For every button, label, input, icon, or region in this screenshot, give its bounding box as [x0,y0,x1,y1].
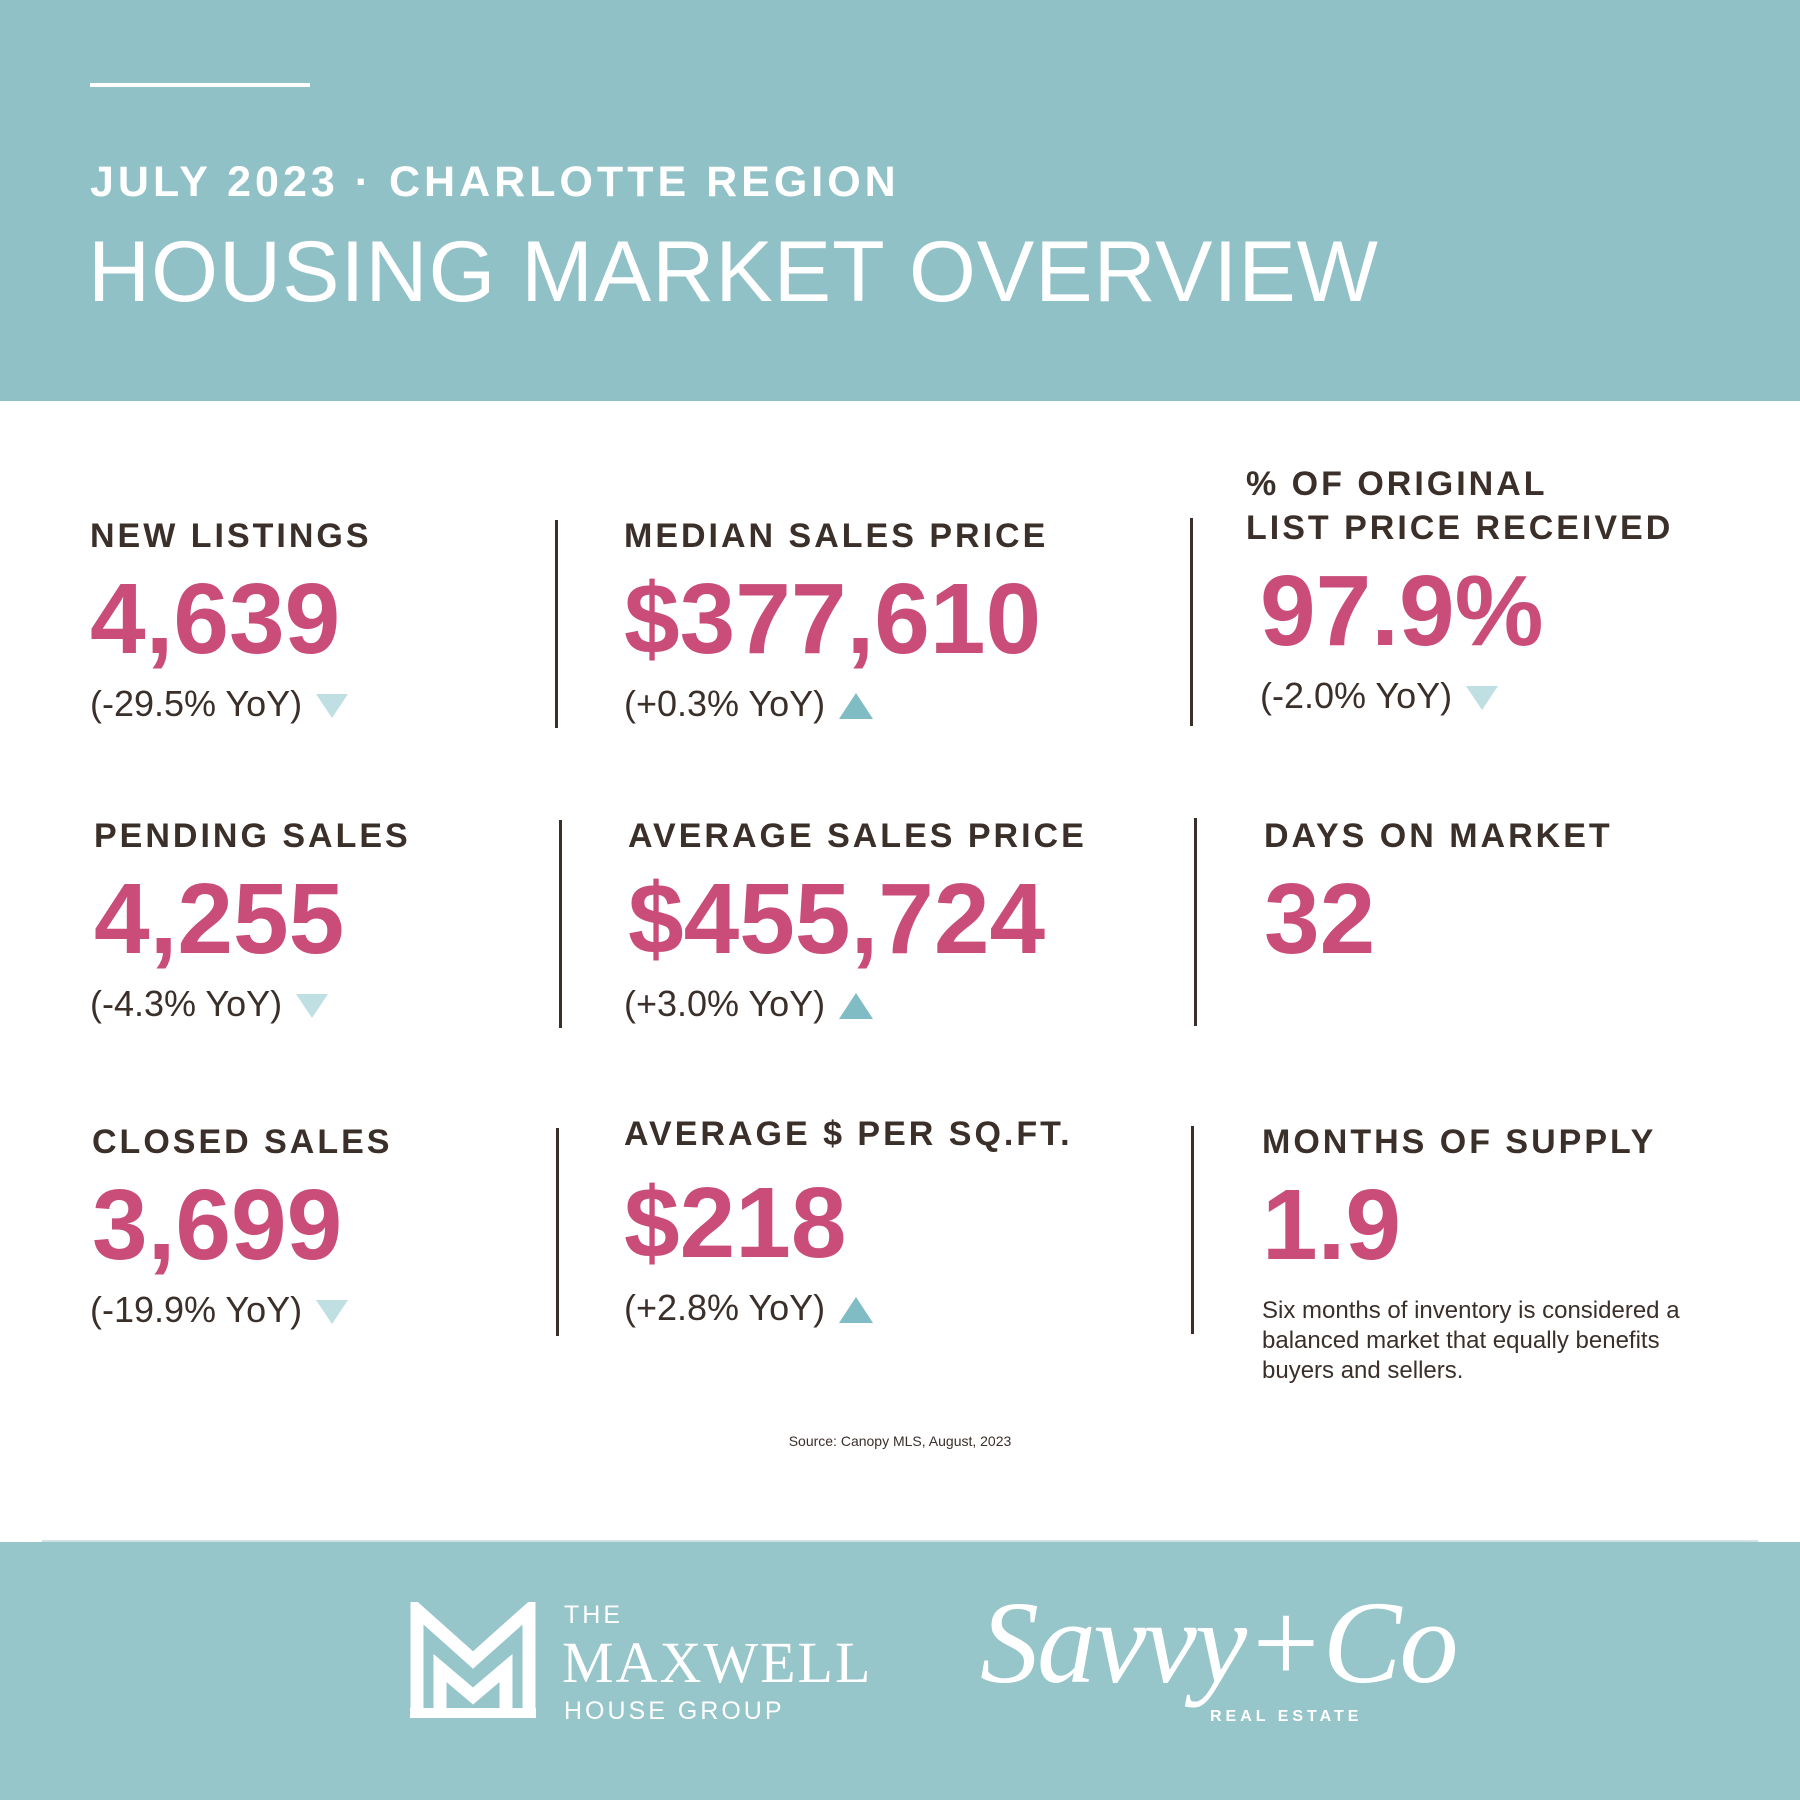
triangle-up-icon [839,693,874,720]
stat-label: AVERAGE $ PER SQ.FT. [624,1115,1073,1153]
triangle-down-icon [316,694,349,719]
savvy-co-logo: Savvy+Co [980,1577,1458,1708]
column-divider [1190,518,1193,726]
stat-label-line2: LIST PRICE RECEIVED [1246,509,1674,547]
column-divider [559,820,562,1028]
stat-change-text: (-29.5% YoY) [90,683,303,724]
stat-change: (+0.3% YoY) [624,682,1048,726]
stat-days-on-market: DAYS ON MARKET 32 [1264,814,1613,974]
stat-label: DAYS ON MARKET [1264,817,1613,855]
stat-label: PENDING SALES [94,817,411,855]
maxwell-the: THE [564,1601,623,1629]
stat-pending-sales: PENDING SALES 4,255 (-4.3% YoY) [90,814,411,1026]
stat-change: (+2.8% YoY) [624,1286,1073,1330]
stat-original-list-price-received: % OF ORIGINAL LIST PRICE RECEIVED 97.9% … [1246,462,1673,718]
savvy-co-subtitle: REAL ESTATE [1210,1708,1363,1725]
column-divider [555,520,558,728]
stat-value: 32 [1264,863,1376,975]
stat-label-line1: % OF ORIGINAL [1246,465,1548,503]
stat-change-text: (-19.9% YoY) [90,1289,303,1330]
footer-rule [42,1540,1758,1542]
stat-label: MEDIAN SALES PRICE [624,517,1049,555]
triangle-down-icon [1466,686,1499,711]
stat-change-text: (-2.0% YoY) [1260,675,1453,716]
stat-change-text: (+3.0% YoY) [624,983,826,1024]
stat-label: CLOSED SALES [92,1123,393,1161]
stat-value: 1.9 [1262,1169,1402,1281]
stat-label: MONTHS OF SUPPLY [1262,1123,1657,1161]
stat-note: Six months of inventory is considered a … [1262,1297,1680,1384]
stat-value: $377,610 [624,563,1042,675]
stat-median-sales-price: MEDIAN SALES PRICE $377,610 (+0.3% YoY) [624,514,1048,726]
header-banner [0,0,1800,401]
stat-new-listings: NEW LISTINGS 4,639 (-29.5% YoY) [90,514,372,726]
column-divider [556,1128,559,1336]
stat-months-of-supply: MONTHS OF SUPPLY 1.9 Six months of inven… [1262,1120,1702,1386]
stat-value: $455,724 [628,863,1046,975]
stat-value: 4,255 [94,863,345,975]
triangle-up-icon [839,1297,874,1324]
stat-change: (-2.0% YoY) [1260,674,1673,718]
stat-average-sales-price: AVERAGE SALES PRICE $455,724 (+3.0% YoY) [624,814,1087,1026]
stat-value: 4,639 [90,563,341,675]
source-caption: Source: Canopy MLS, August, 2023 [788,1433,1012,1449]
maxwell-house-logo-icon [410,1602,536,1718]
triangle-down-icon [316,1300,349,1325]
stat-change: (-19.9% YoY) [90,1288,392,1332]
column-divider [1191,1126,1194,1334]
stat-label: AVERAGE SALES PRICE [628,817,1087,855]
maxwell-subtitle: HOUSE GROUP [564,1697,785,1725]
stat-change-text: (-4.3% YoY) [90,983,283,1024]
stat-average-price-per-sqft: AVERAGE $ PER SQ.FT. $218 (+2.8% YoY) [624,1112,1073,1330]
column-divider [1194,818,1197,1026]
stat-value: 97.9% [1260,555,1544,667]
stat-change-text: (+0.3% YoY) [624,683,826,724]
stat-change-text: (+2.8% YoY) [624,1287,826,1328]
stat-value: 3,699 [92,1169,343,1281]
report-title: HOUSING MARKET OVERVIEW [88,224,1379,320]
report-subtitle: JULY 2023 · CHARLOTTE REGION [90,158,900,206]
footer-banner [0,1542,1800,1800]
triangle-down-icon [296,994,329,1019]
triangle-up-icon [839,993,874,1020]
stat-closed-sales: CLOSED SALES 3,699 (-19.9% YoY) [90,1120,393,1332]
stat-label: NEW LISTINGS [90,517,372,555]
header-rule [90,83,310,87]
stat-change: (-4.3% YoY) [90,982,411,1026]
maxwell-name: MAXWELL [562,1630,873,1695]
stat-value: $218 [624,1167,847,1279]
stat-change: (-29.5% YoY) [90,682,372,726]
stat-change: (+3.0% YoY) [624,982,1087,1026]
